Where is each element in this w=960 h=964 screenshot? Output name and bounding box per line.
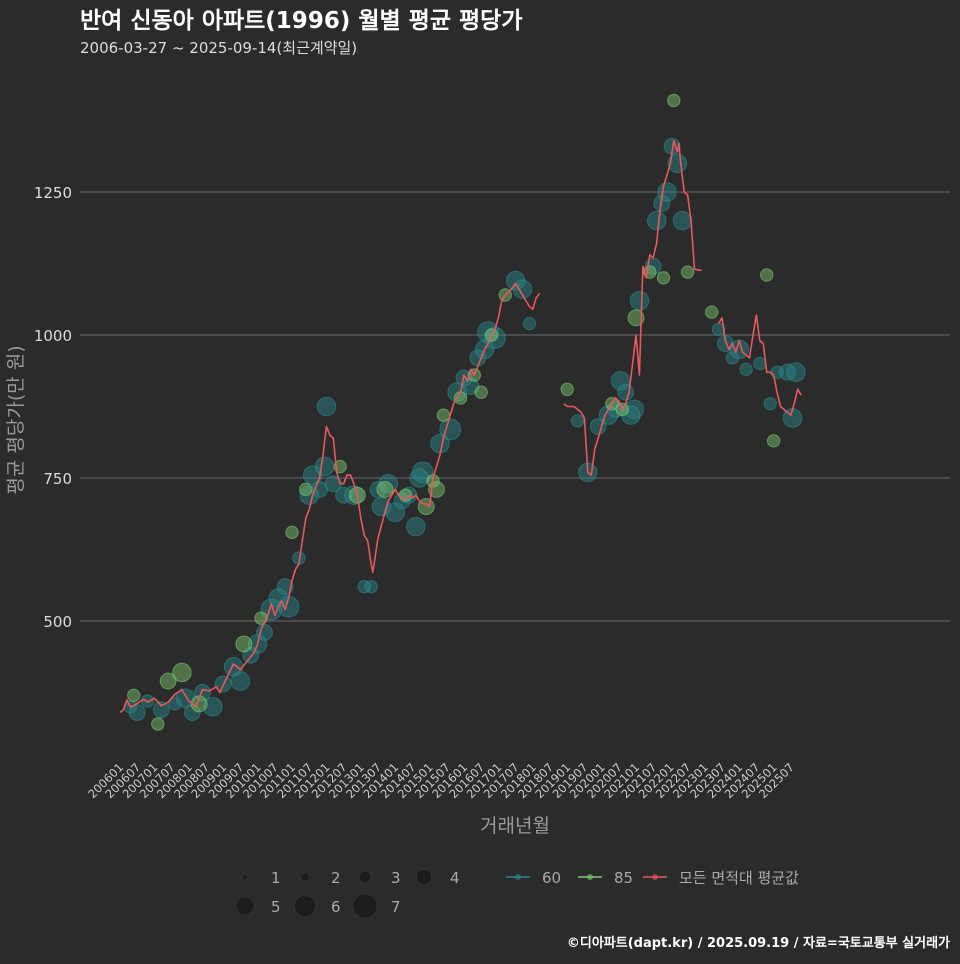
- point-60-57: [617, 383, 635, 401]
- point-85-29: [680, 265, 695, 279]
- chart-subtitle: 2006-03-27 ~ 2025-09-14(최근계약일): [80, 39, 357, 57]
- point-85-31: [760, 268, 774, 282]
- y-tick-label-750: 750: [43, 470, 72, 488]
- point-60-72: [739, 362, 753, 377]
- point-60-74: [763, 396, 777, 411]
- point-85-8: [299, 482, 313, 497]
- point-60-40: [439, 418, 462, 441]
- size-legend-dot-2: [299, 871, 311, 883]
- copyright-footer: ©디아파트(dapt.kr) / 2025.09.19 / 자료=국토교통부 실…: [567, 935, 950, 951]
- point-60-17: [276, 578, 294, 596]
- point-60-50: [522, 316, 537, 331]
- size-legend-label-6: 6: [331, 898, 341, 916]
- point-85-19: [474, 385, 488, 399]
- point-60-73: [753, 356, 767, 371]
- point-60-49: [512, 279, 533, 300]
- point-85-30: [704, 305, 719, 319]
- point-60-76: [778, 363, 796, 381]
- point-60-64: [657, 182, 677, 202]
- x-axis-label: 거래년월: [480, 815, 550, 837]
- point-60-4: [168, 697, 182, 711]
- grid-lines: [80, 191, 950, 622]
- size-legend-label-1: 1: [271, 869, 281, 887]
- point-60-24: [316, 396, 337, 417]
- point-85-32: [766, 434, 781, 448]
- point-85-3: [172, 662, 192, 683]
- point-60-8: [203, 697, 223, 717]
- legend-dot-2: [652, 874, 658, 880]
- size-legend-dot-6: [293, 894, 317, 918]
- point-85-1: [151, 717, 165, 731]
- point-60-62: [646, 210, 667, 231]
- legend-label-0: 60: [542, 869, 561, 887]
- point-60-67: [672, 210, 693, 231]
- point-60-78: [786, 362, 806, 382]
- point-85-0: [127, 688, 141, 703]
- size-legend-dot-3: [358, 870, 372, 884]
- point-60-51: [570, 414, 585, 428]
- plot-area: [119, 93, 806, 731]
- point-85-22: [560, 382, 574, 397]
- series-legend: 60 85 모든 면적대 평균값: [506, 869, 799, 887]
- average-line-segment-2: [717, 314, 802, 416]
- y-tick-label-500: 500: [43, 613, 72, 631]
- average-line-segment-0: [119, 282, 541, 714]
- point-85-7: [285, 525, 299, 540]
- legend-dot-0: [515, 874, 521, 880]
- y-axis-ticks: 500 750 1000 1250: [34, 184, 72, 631]
- point-85-16: [436, 408, 451, 422]
- point-60-11: [230, 671, 251, 691]
- point-60-23: [314, 456, 335, 477]
- size-legend-dot-1: [241, 873, 249, 881]
- point-60-70: [725, 351, 740, 365]
- size-legend-dot-5: [235, 896, 255, 916]
- point-60-29: [364, 579, 378, 594]
- average-line-segment-1: [563, 139, 702, 476]
- point-85-11: [376, 481, 394, 498]
- y-tick-label-1000: 1000: [34, 327, 72, 345]
- point-60-1: [128, 704, 146, 721]
- chart-title: 반여 신동아 아파트(1996) 월별 평균 평당가: [80, 8, 522, 34]
- size-legend-dot-4: [415, 868, 433, 886]
- legend-label-1: 85: [614, 869, 633, 887]
- size-legend-label-5: 5: [271, 898, 281, 916]
- point-60-26: [335, 486, 353, 504]
- size-legend-label-3: 3: [391, 869, 401, 887]
- size-legend-label-7: 7: [391, 898, 401, 916]
- legend-dot-1: [587, 874, 593, 880]
- y-tick-label-1250: 1250: [34, 184, 72, 202]
- point-85-28: [667, 93, 681, 108]
- point-60-28: [357, 579, 371, 594]
- point-60-2: [140, 694, 155, 708]
- size-legend-dot-7: [352, 893, 378, 919]
- y-axis-label: 평균 평당가(만 원): [5, 345, 27, 494]
- point-85-25: [627, 309, 645, 327]
- point-60-59: [624, 399, 645, 420]
- size-legend-label-2: 2: [331, 869, 341, 887]
- point-60-30: [369, 481, 387, 498]
- point-85-2: [159, 672, 177, 690]
- point-60-33: [385, 502, 405, 523]
- point-85-27: [656, 271, 671, 285]
- point-60-3: [152, 701, 170, 719]
- point-85-5: [235, 635, 253, 653]
- size-legend-label-4: 4: [450, 869, 460, 887]
- x-axis-ticks: 2006012006072007012007072008012008072009…: [85, 760, 797, 801]
- point-60-36: [406, 516, 426, 537]
- legend-label-2: 모든 면적대 평균값: [679, 869, 799, 887]
- point-60-14: [256, 624, 273, 641]
- point-85-6: [254, 611, 268, 625]
- size-legend: 1 2 3 4 5 6 7: [235, 868, 460, 919]
- point-60-60: [629, 290, 650, 311]
